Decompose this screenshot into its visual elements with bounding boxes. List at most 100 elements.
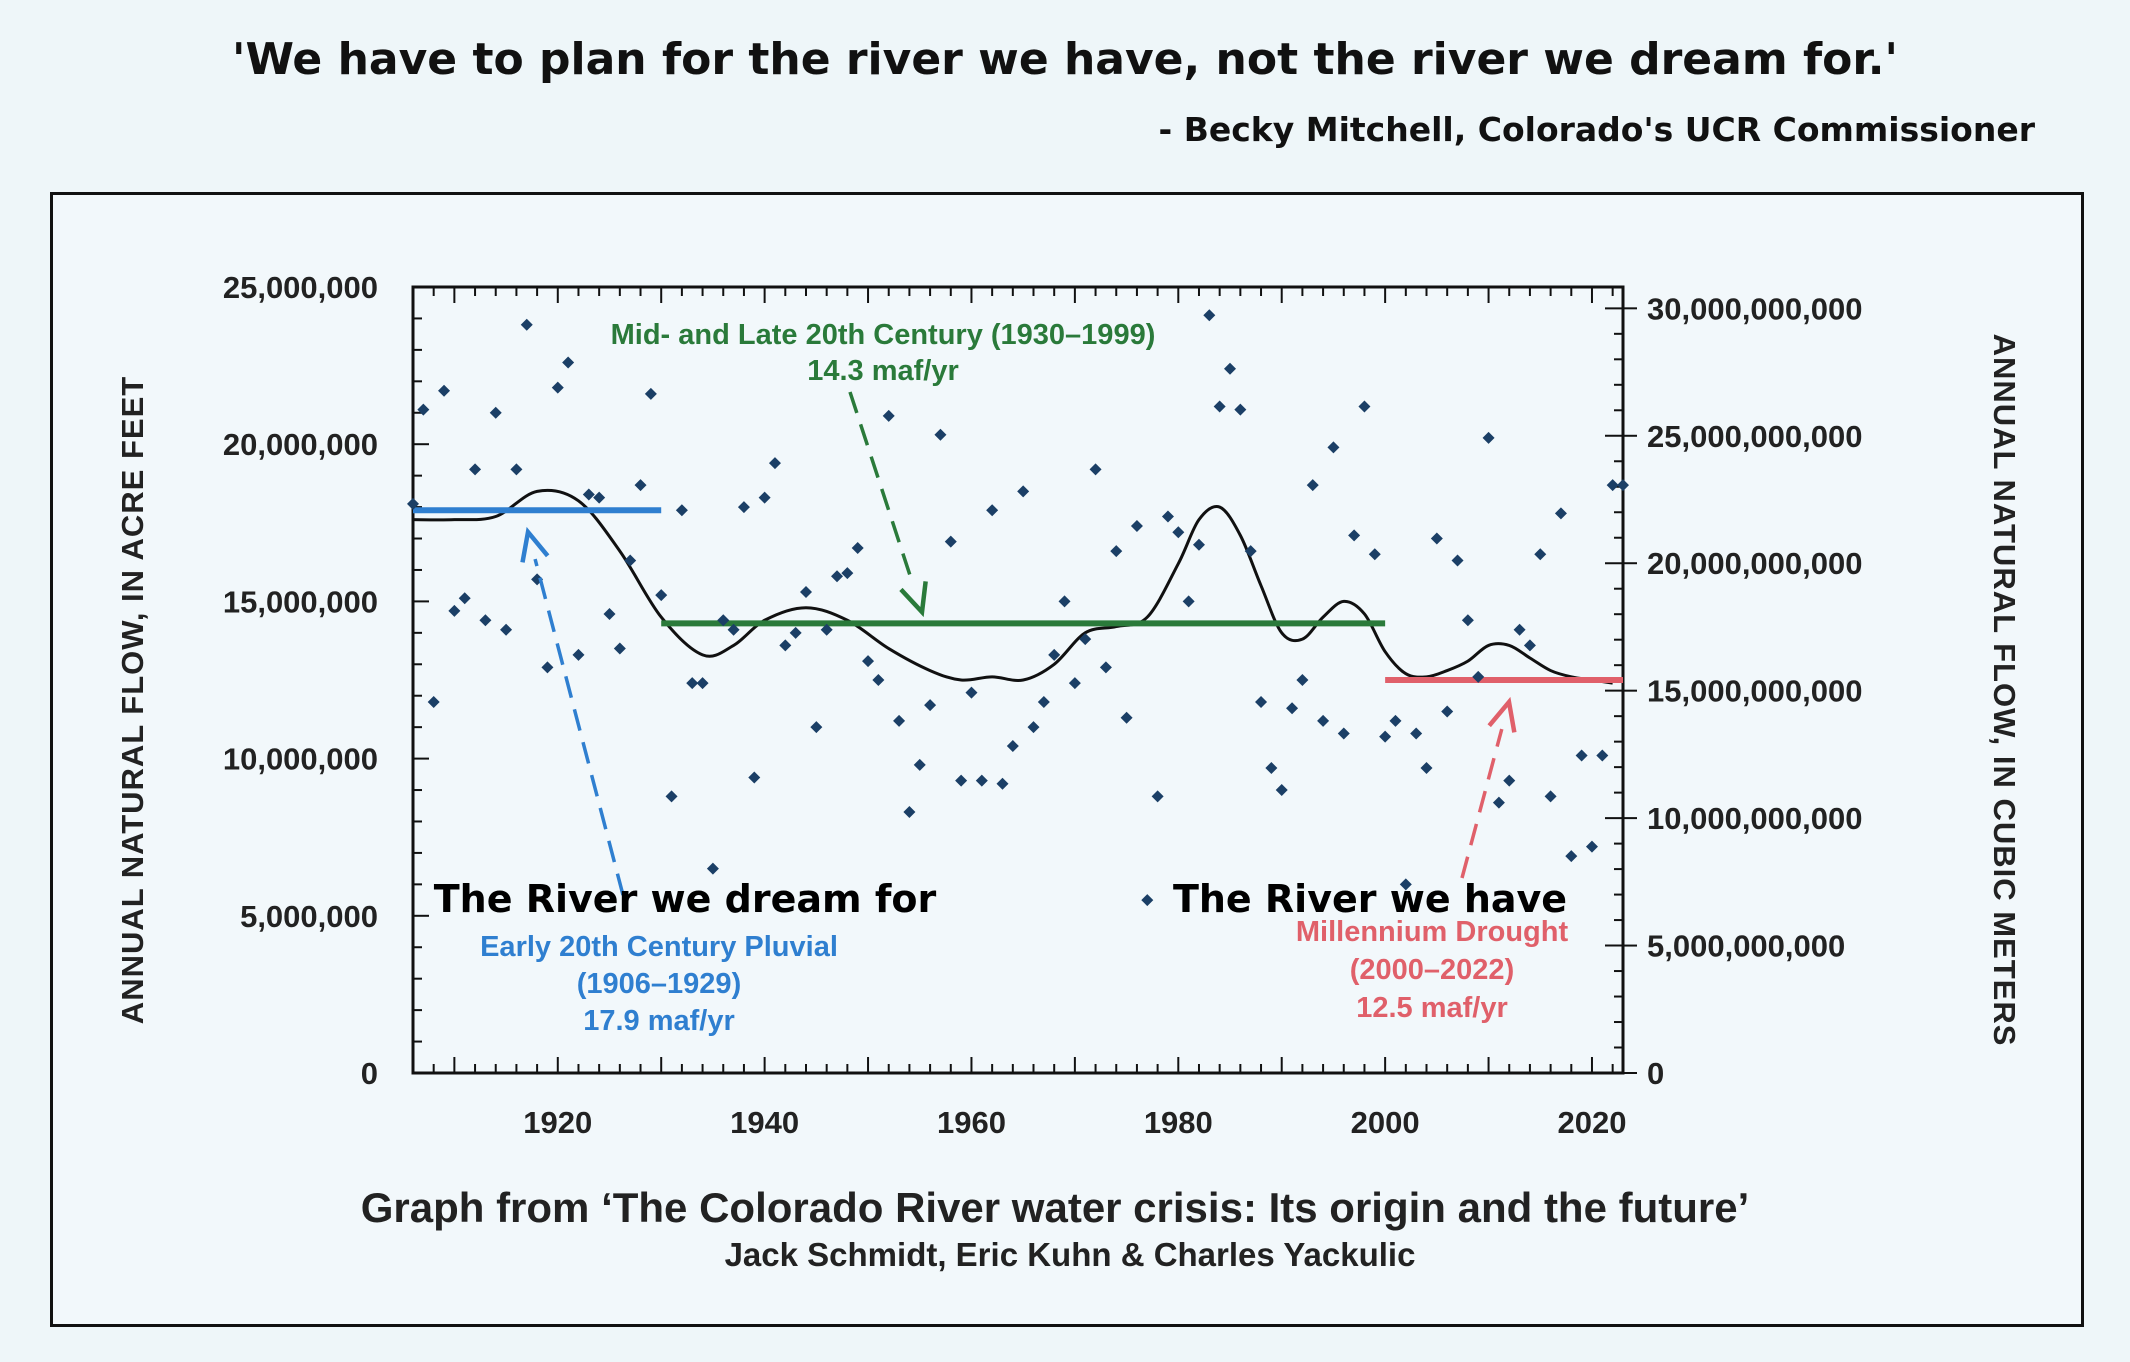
y2-axis-label: ANNUAL NATURAL FLOW, IN CUBIC METERS bbox=[1987, 334, 2022, 1047]
smoothed-flow-line bbox=[412, 488, 1613, 685]
annotation-arrows bbox=[520, 391, 1517, 896]
dream-heading: The River we dream for bbox=[434, 877, 937, 921]
data-point bbox=[469, 463, 482, 476]
data-point bbox=[737, 501, 750, 514]
data-point bbox=[613, 642, 626, 655]
y2-tick-label: 0 bbox=[1647, 1056, 1664, 1091]
data-point bbox=[1585, 840, 1598, 853]
data-point bbox=[903, 806, 916, 819]
data-point bbox=[1544, 790, 1557, 803]
data-point bbox=[520, 318, 533, 331]
data-point bbox=[758, 491, 771, 504]
data-point bbox=[1151, 790, 1164, 803]
data-point bbox=[458, 592, 471, 605]
y2-tick-label: 30,000,000,000 bbox=[1647, 291, 1863, 326]
data-point bbox=[862, 655, 875, 668]
data-point bbox=[851, 541, 864, 554]
data-point bbox=[696, 677, 709, 690]
data-point bbox=[955, 774, 968, 787]
mid-century-label: 14.3 maf/yr bbox=[807, 355, 959, 387]
data-point bbox=[427, 696, 440, 709]
data-point bbox=[500, 623, 513, 636]
data-point bbox=[1058, 595, 1071, 608]
data-point bbox=[872, 674, 885, 686]
data-point bbox=[1389, 714, 1402, 727]
data-point bbox=[1368, 548, 1381, 561]
data-point bbox=[799, 585, 812, 598]
data-point bbox=[1358, 400, 1371, 413]
data-point bbox=[934, 428, 947, 441]
data-point bbox=[1337, 727, 1350, 740]
pluvial-label: Early 20th Century Pluvial bbox=[480, 931, 838, 963]
data-point bbox=[965, 686, 978, 699]
data-point bbox=[748, 771, 761, 784]
data-point bbox=[1503, 774, 1516, 787]
y-tick-label: 15,000,000 bbox=[223, 584, 378, 619]
data-point bbox=[686, 677, 699, 690]
y2-tick-label: 5,000,000,000 bbox=[1647, 929, 1845, 964]
data-point bbox=[779, 639, 792, 652]
data-point bbox=[551, 381, 564, 394]
data-point bbox=[882, 409, 895, 422]
axes: 1920 1940 1960 1980 2000 2020 0 5,000,000 10,000… bbox=[115, 270, 2022, 1140]
data-point bbox=[727, 623, 740, 636]
data-point bbox=[1079, 633, 1092, 646]
data-point bbox=[706, 862, 719, 875]
data-point bbox=[1286, 702, 1299, 715]
x-tick-label: 1920 bbox=[523, 1105, 592, 1140]
drought-label: 12.5 maf/yr bbox=[1356, 992, 1508, 1024]
data-point bbox=[417, 403, 430, 416]
y2-tick-label: 15,000,000,000 bbox=[1647, 674, 1863, 709]
source-authors: Jack Schmidt, Eric Kuhn & Charles Yackul… bbox=[725, 1236, 1416, 1273]
data-point bbox=[1141, 894, 1154, 907]
data-point bbox=[1099, 661, 1112, 674]
data-point bbox=[1472, 670, 1485, 683]
data-point bbox=[1224, 362, 1237, 375]
smoothed-curve bbox=[412, 488, 1613, 685]
data-point bbox=[1130, 519, 1143, 532]
data-point bbox=[1255, 696, 1268, 709]
y-axis-label: ANNUAL NATURAL FLOW, IN ACRE FEET bbox=[115, 376, 150, 1024]
data-point bbox=[1017, 485, 1030, 498]
data-point bbox=[1027, 721, 1040, 734]
data-point bbox=[1327, 441, 1340, 454]
pluvial-arrow-head bbox=[520, 526, 550, 563]
data-point bbox=[1068, 677, 1081, 690]
mid-century-arrow-head bbox=[899, 581, 928, 618]
data-point bbox=[975, 774, 988, 787]
data-point bbox=[448, 604, 461, 617]
drought-arrow-head bbox=[1487, 696, 1517, 733]
annotations: The River we dream for Early 20th Century… bbox=[361, 319, 1750, 1273]
data-point bbox=[841, 567, 854, 580]
y2-tick-label: 25,000,000,000 bbox=[1647, 419, 1863, 454]
data-point bbox=[1244, 545, 1257, 558]
y-tick-label: 20,000,000 bbox=[223, 427, 378, 462]
data-point bbox=[996, 777, 1009, 790]
data-point bbox=[634, 479, 647, 492]
data-point bbox=[1451, 554, 1464, 567]
data-points bbox=[407, 309, 1629, 907]
data-point bbox=[893, 714, 906, 727]
pluvial-arrow bbox=[533, 558, 625, 896]
data-point bbox=[1161, 510, 1174, 523]
data-point bbox=[986, 504, 999, 517]
data-point bbox=[924, 699, 937, 712]
data-point bbox=[717, 614, 730, 627]
pluvial-label: (1906–1929) bbox=[577, 968, 741, 1000]
data-point bbox=[1006, 740, 1019, 753]
data-point bbox=[1234, 403, 1247, 416]
data-point bbox=[1492, 796, 1505, 809]
data-point bbox=[1482, 431, 1495, 444]
data-point bbox=[438, 384, 451, 397]
data-point bbox=[665, 790, 678, 803]
data-point bbox=[1203, 309, 1216, 322]
data-point bbox=[768, 457, 781, 470]
x-tick-label: 2020 bbox=[1557, 1105, 1626, 1140]
data-point bbox=[944, 535, 957, 548]
data-point bbox=[1348, 529, 1361, 542]
data-point bbox=[1534, 548, 1547, 561]
quote-attribution: - Becky Mitchell, Colorado's UCR Commiss… bbox=[1158, 110, 2035, 149]
data-point bbox=[510, 463, 523, 476]
y-tick-label: 10,000,000 bbox=[223, 742, 378, 777]
data-point bbox=[1213, 400, 1226, 413]
